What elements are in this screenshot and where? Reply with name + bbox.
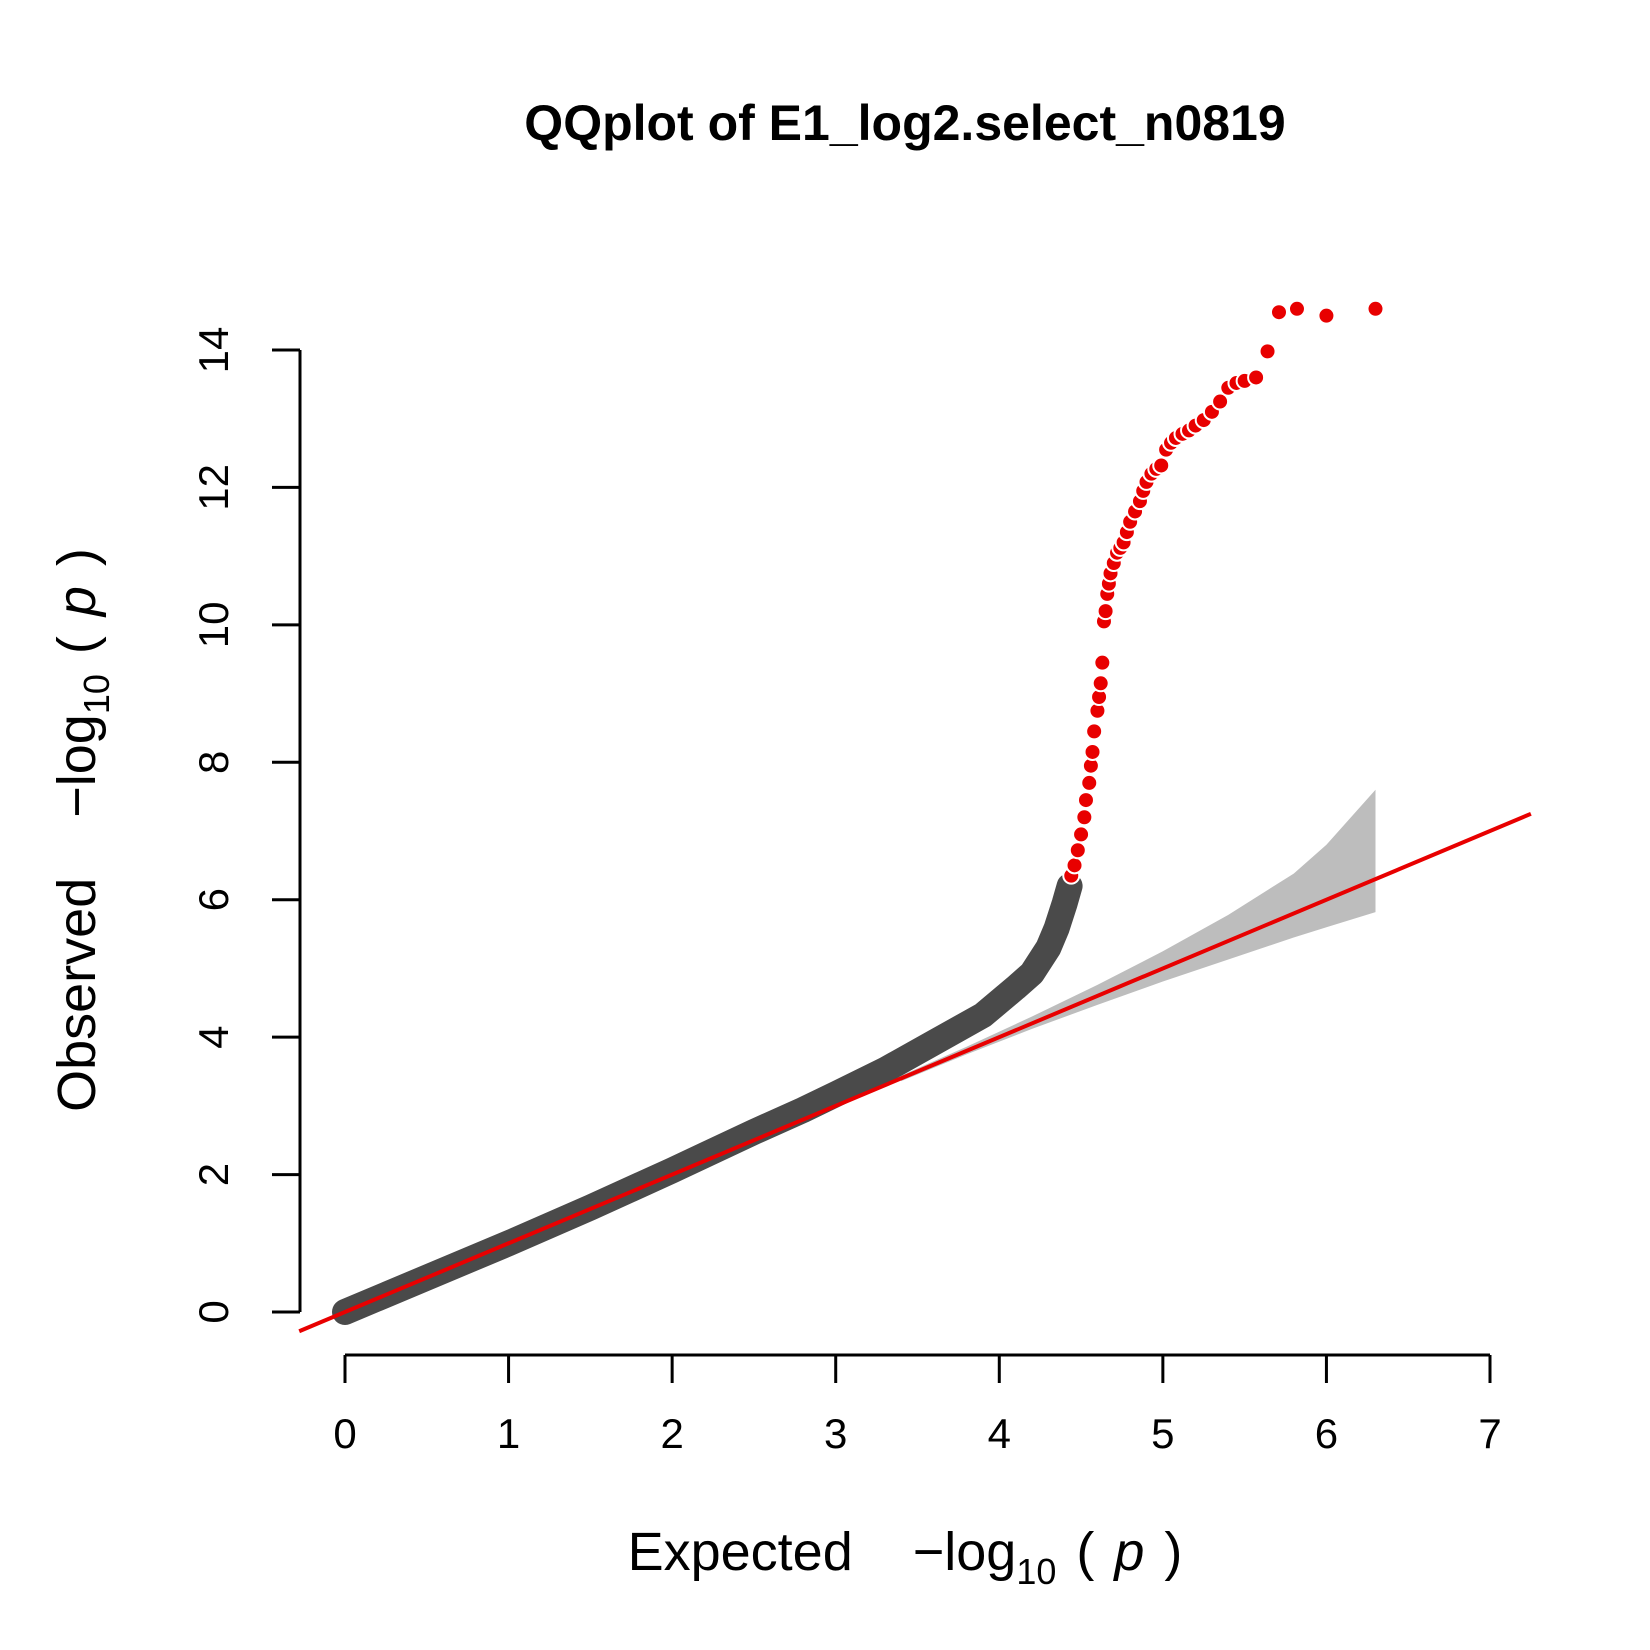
y-axis-label-p: p bbox=[47, 586, 107, 618]
x-tick-label: 0 bbox=[333, 1410, 356, 1457]
x-axis-label-close-paren: ) bbox=[1164, 1522, 1182, 1582]
significant-point bbox=[1083, 742, 1102, 761]
y-axis-label-subscript: 10 bbox=[76, 674, 117, 714]
y-tick-label: 2 bbox=[190, 1163, 237, 1186]
significant-point bbox=[1096, 602, 1115, 621]
reference-line bbox=[298, 811, 1532, 1334]
y-axis-label-open-paren: ( bbox=[47, 636, 107, 654]
x-axis-ticks: 0 1 2 3 4 5 6 7 bbox=[333, 1355, 1502, 1457]
y-tick-label: 14 bbox=[190, 327, 237, 374]
significant-point bbox=[1258, 342, 1277, 361]
significant-point bbox=[1091, 674, 1110, 693]
significant-point bbox=[1317, 306, 1336, 325]
significant-point bbox=[1085, 722, 1104, 741]
y-tick-label: 0 bbox=[190, 1300, 237, 1323]
confidence-band bbox=[901, 789, 1376, 1082]
background-points bbox=[332, 873, 1083, 1325]
significant-point bbox=[1076, 791, 1095, 810]
significant-point bbox=[1068, 841, 1087, 860]
significant-point bbox=[1072, 825, 1091, 844]
chart-title: QQplot of E1_log2.select_n0819 bbox=[524, 95, 1285, 151]
significant-point bbox=[1065, 856, 1084, 875]
x-axis-label-p: p bbox=[1112, 1522, 1144, 1582]
y-axis-label-close-paren: ) bbox=[47, 548, 107, 566]
y-axis-label: Observed −log10 ( p) bbox=[47, 548, 117, 1112]
x-tick-label: 4 bbox=[988, 1410, 1011, 1457]
x-tick-label: 7 bbox=[1478, 1410, 1501, 1457]
y-tick-label: 12 bbox=[190, 464, 237, 511]
x-axis-label: Expected −log10 ( p) bbox=[628, 1522, 1183, 1592]
plot-area bbox=[298, 299, 1532, 1334]
significant-point bbox=[1093, 653, 1112, 672]
significant-point bbox=[1269, 303, 1288, 322]
y-tick-label: 4 bbox=[190, 1025, 237, 1048]
y-tick-label: 8 bbox=[190, 751, 237, 774]
x-axis-label-minus-log: −log bbox=[913, 1522, 1017, 1582]
y-axis-ticks: 0 2 4 6 8 10 12 14 bbox=[190, 327, 300, 1324]
x-tick-label: 5 bbox=[1151, 1410, 1174, 1457]
significant-point bbox=[1366, 299, 1385, 318]
x-axis-label-open-paren: ( bbox=[1076, 1522, 1094, 1582]
y-axis-label-word: Observed bbox=[47, 878, 107, 1112]
significant-point bbox=[1080, 773, 1099, 792]
significant-point bbox=[1075, 808, 1094, 827]
axes bbox=[298, 350, 1490, 1357]
significant-point bbox=[1287, 299, 1306, 318]
y-tick-label: 6 bbox=[190, 888, 237, 911]
x-tick-label: 1 bbox=[497, 1410, 520, 1457]
significant-point bbox=[1247, 368, 1266, 387]
significant-point bbox=[1152, 456, 1171, 475]
y-tick-label: 10 bbox=[190, 601, 237, 648]
significant-point bbox=[1211, 392, 1230, 411]
x-tick-label: 2 bbox=[660, 1410, 683, 1457]
x-tick-label: 6 bbox=[1315, 1410, 1338, 1457]
x-axis-label-word: Expected bbox=[628, 1522, 853, 1582]
x-tick-label: 3 bbox=[824, 1410, 847, 1457]
x-axis-label-subscript: 10 bbox=[1016, 1551, 1056, 1592]
y-axis-label-minus-log: −log bbox=[47, 714, 107, 818]
